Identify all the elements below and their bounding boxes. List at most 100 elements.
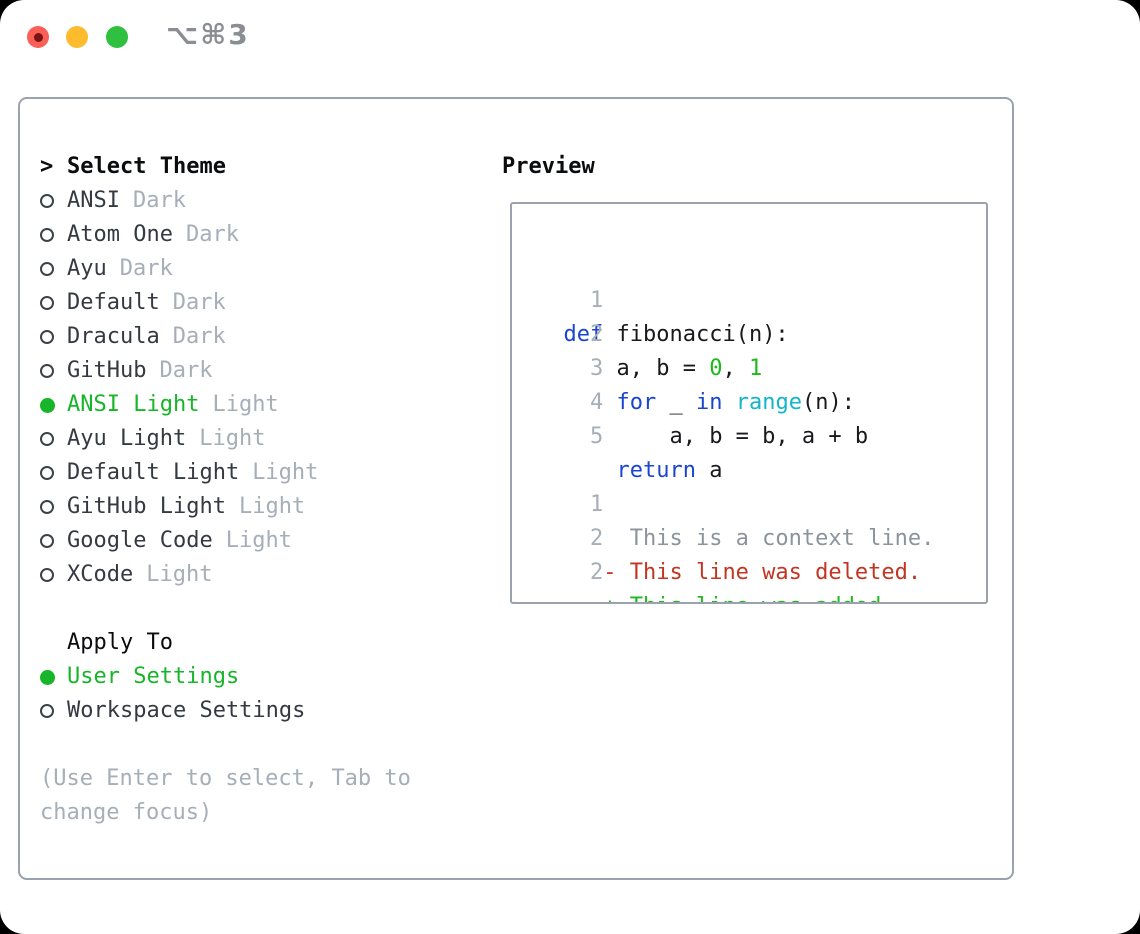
theme-name: GitHub	[67, 358, 147, 383]
line-number: 2	[589, 322, 604, 347]
theme-option-default-light[interactable]: Default Light Light	[40, 456, 411, 490]
theme-name: Default	[67, 290, 160, 315]
theme-variant: Light	[146, 562, 213, 587]
spacer	[40, 592, 411, 626]
help-text-line: (Use Enter to select, Tab to	[40, 766, 411, 791]
code-token: ,	[722, 356, 749, 381]
theme-variant: Light	[199, 426, 266, 451]
preview-heading: Preview	[502, 154, 595, 179]
radio-selected-icon	[40, 669, 55, 685]
theme-option-ansi[interactable]: ANSI Dark	[40, 184, 411, 218]
line-number: 1	[589, 492, 604, 517]
theme-variant: Light	[212, 392, 279, 417]
theme-option-ayu-light[interactable]: Ayu Light Light	[40, 422, 411, 456]
theme-option-xcode[interactable]: XCode Light	[40, 558, 411, 592]
theme-variant: Dark	[172, 290, 226, 315]
diff-preview: 1 This is a context line. 2 - This line …	[537, 454, 986, 602]
line-number: 4	[589, 390, 604, 415]
theme-name: ANSI Light	[67, 392, 200, 417]
code-token: _	[656, 390, 696, 415]
apply-to-list: User Settings Workspace Settings	[40, 660, 411, 728]
radio-icon	[40, 228, 54, 242]
help-text-line: change focus)	[40, 800, 213, 825]
code-token: in	[695, 390, 723, 415]
theme-option-google-code[interactable]: Google Code Light	[40, 524, 411, 558]
theme-option-default[interactable]: Default Dark	[40, 286, 411, 320]
code-token: - This line was deleted.	[563, 560, 922, 585]
theme-option-dracula[interactable]: Dracula Dark	[40, 320, 411, 354]
theme-variant: Light	[238, 494, 306, 519]
theme-option-ayu[interactable]: Ayu Dark	[40, 252, 411, 286]
tui-frame: > Select Theme ANSI Dark Atom One Dark A…	[18, 97, 1014, 880]
apply-to-heading-row: Apply To	[40, 626, 411, 660]
apply-option-label: Workspace Settings	[67, 698, 306, 723]
code-token: This is a context line.	[563, 526, 935, 551]
code-token: def	[563, 322, 604, 347]
titlebar: ⌥⌘3	[0, 0, 1140, 72]
preview-line: 3 for _ in range(n):	[537, 318, 986, 415]
preview-box: 1 def fibonacci(n): 2 a, b = 0, 1 3 for …	[510, 202, 988, 604]
radio-icon	[40, 704, 54, 718]
radio-icon	[40, 194, 54, 208]
line-number: 2	[589, 560, 604, 585]
theme-name: Dracula	[67, 324, 160, 349]
preview-line: 5 return a	[537, 386, 986, 483]
theme-selector-pane: > Select Theme ANSI Dark Atom One Dark A…	[40, 150, 411, 830]
radio-icon	[40, 364, 54, 378]
apply-option-user-settings[interactable]: User Settings	[40, 660, 411, 694]
preview-line: 1 This is a context line.	[537, 454, 986, 551]
code-token: 0	[709, 356, 723, 381]
window-shortcut-label: ⌥⌘3	[166, 18, 250, 51]
code-preview: 1 def fibonacci(n): 2 a, b = 0, 1 3 for …	[537, 250, 986, 483]
theme-name: XCode	[67, 562, 134, 587]
apply-to-heading: Apply To	[67, 630, 173, 655]
code-token: (n):	[801, 390, 855, 415]
help-text-row: change focus)	[40, 796, 411, 830]
spacer	[40, 728, 411, 762]
preview-line: 2 a, b = 0, 1	[537, 284, 986, 381]
theme-name: Google Code	[67, 528, 213, 553]
close-button[interactable]	[27, 26, 49, 48]
chevron-icon: >	[40, 154, 54, 179]
code-token	[722, 390, 735, 415]
zoom-button[interactable]	[106, 26, 128, 48]
theme-variant: Light	[225, 528, 292, 553]
theme-option-github-light[interactable]: GitHub Light Light	[40, 490, 411, 524]
line-number: 1	[589, 288, 604, 313]
theme-variant: Dark	[119, 256, 173, 281]
preview-line: 4 a, b = b, a + b	[537, 352, 986, 449]
radio-selected-icon	[40, 397, 55, 413]
radio-icon	[40, 330, 54, 344]
radio-icon	[40, 262, 54, 276]
code-token: + This line was added.	[564, 594, 894, 602]
theme-option-ansi-light[interactable]: ANSI Light Light	[40, 388, 411, 422]
theme-selector-heading: Select Theme	[67, 154, 226, 179]
record-dot-icon	[33, 32, 43, 42]
theme-name: Default Light	[67, 460, 240, 485]
theme-option-atom-one[interactable]: Atom One Dark	[40, 218, 411, 252]
code-token: 1	[748, 356, 763, 381]
code-token: a	[695, 458, 723, 483]
code-token: fibonacci(n):	[603, 322, 789, 347]
theme-option-github[interactable]: GitHub Dark	[40, 354, 411, 388]
theme-selector-heading-row: > Select Theme	[40, 150, 411, 184]
theme-name: Ayu	[67, 256, 107, 281]
apply-option-label: User Settings	[67, 664, 240, 689]
code-token: range	[735, 390, 802, 415]
apply-option-workspace-settings[interactable]: Workspace Settings	[40, 694, 411, 728]
theme-name: ANSI	[67, 188, 120, 213]
theme-variant: Dark	[185, 222, 239, 247]
radio-icon	[40, 568, 54, 582]
radio-icon	[40, 432, 54, 446]
preview-line: 2 + This line was added.	[537, 522, 986, 602]
theme-name: Ayu Light	[67, 426, 187, 451]
radio-icon	[40, 296, 54, 310]
minimize-button[interactable]	[66, 26, 88, 48]
theme-variant: Dark	[172, 324, 226, 349]
radio-icon	[40, 500, 54, 514]
line-number: 5	[589, 424, 604, 449]
help-text-row: (Use Enter to select, Tab to	[40, 762, 411, 796]
code-token: a, b =	[563, 356, 710, 381]
line-number: 3	[589, 356, 604, 381]
